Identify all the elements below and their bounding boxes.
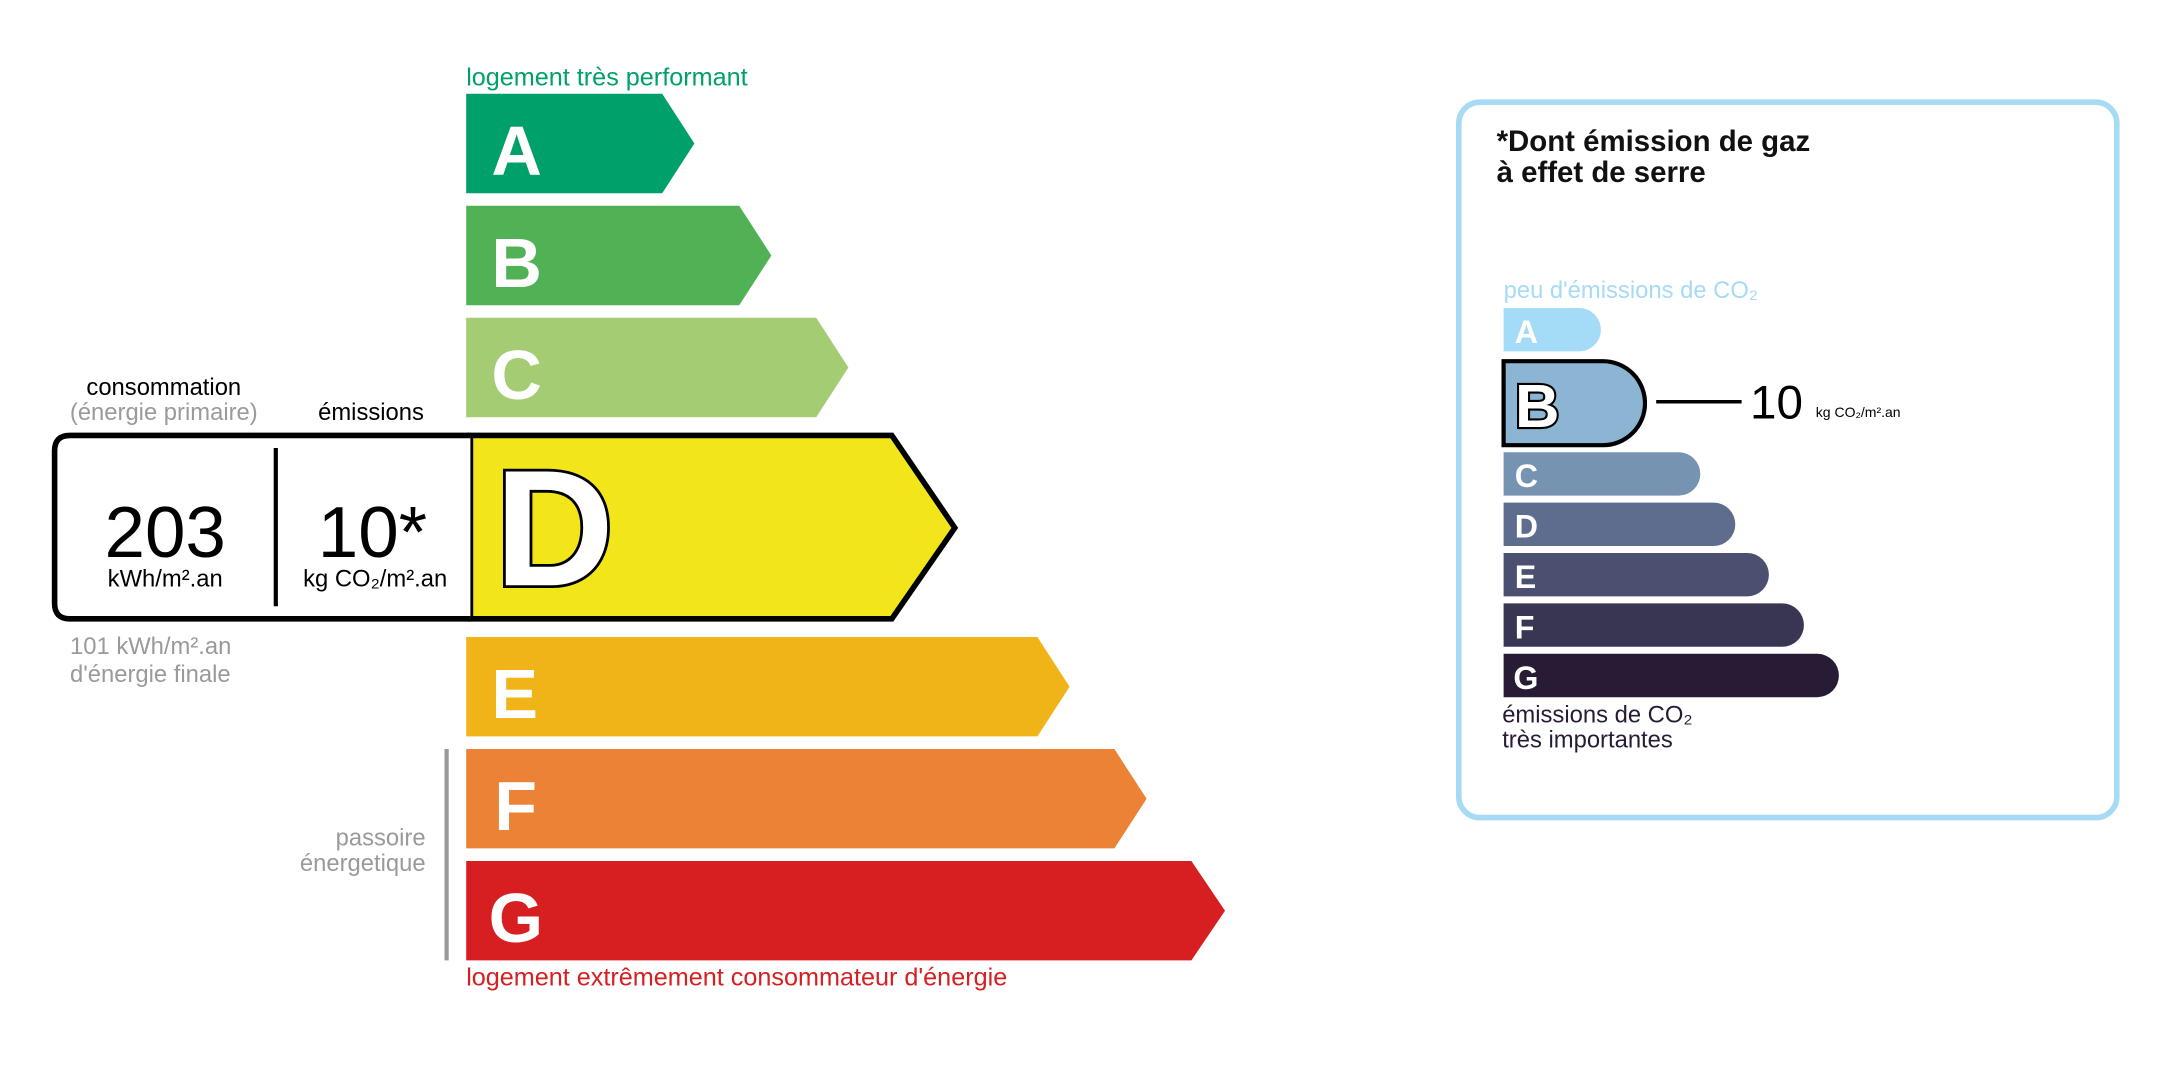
ghg-class-g: G xyxy=(1503,653,1839,698)
ghg-class-letter: D xyxy=(1515,509,1538,545)
ghg-class-c: C xyxy=(1503,452,1701,496)
ghg-class-letter: G xyxy=(1513,660,1538,696)
ghg-class-f: F xyxy=(1503,603,1804,647)
ghg-top-label: peu d'émissions de CO₂ xyxy=(1504,277,1759,304)
consumption-value: 203 xyxy=(104,492,225,573)
ghg-class-e: E xyxy=(1503,553,1769,597)
ghg-current-letter: B xyxy=(1515,372,1559,441)
energy-class-letter: G xyxy=(489,879,543,957)
ghg-class-letter: C xyxy=(1515,458,1538,494)
energy-class-f: F xyxy=(466,749,1147,849)
energy-current-letter: D xyxy=(495,436,614,621)
energy-bottom-label: logement extrêmement consommateur d'éner… xyxy=(466,964,1007,992)
passoire-label-2: énergetique xyxy=(300,850,426,877)
energy-class-letter: A xyxy=(491,112,542,190)
consumption-unit: kWh/m².an xyxy=(108,566,223,593)
ghg-class-d: D xyxy=(1503,502,1736,547)
emissions-unit: kg CO₂/m².an xyxy=(303,566,447,593)
emissions-value: 10* xyxy=(318,492,427,573)
ghg-bottom-label-1: émissions de CO₂ xyxy=(1502,701,1692,728)
energy-class-letter: F xyxy=(494,767,537,845)
ghg-class-a: A xyxy=(1503,308,1601,352)
energy-class-letter: E xyxy=(491,655,538,733)
passoire-label-1: passoire xyxy=(336,825,426,852)
ghg-bottom-label-2: très importantes xyxy=(1502,727,1673,754)
consumption-label: consommation xyxy=(86,374,241,401)
energy-current-class-d: D 203 kWh/m².an 10* kg CO₂/m².an xyxy=(51,432,959,624)
ghg-unit: kg CO₂/m².an xyxy=(1816,404,1901,420)
ghg-title-1: *Dont émission de gaz xyxy=(1497,125,1811,158)
consumption-sublabel: (énergie primaire) xyxy=(70,399,258,426)
ghg-title-2: à effet de serre xyxy=(1497,156,1706,189)
ghg-value: 10 xyxy=(1750,377,1803,430)
energy-class-b: B xyxy=(466,205,772,306)
final-energy-label: d'énergie finale xyxy=(70,661,231,688)
energy-class-g: G xyxy=(466,861,1225,961)
energy-class-c: C xyxy=(466,317,849,418)
energy-class-letter: B xyxy=(491,224,542,302)
ghg-class-letter: A xyxy=(1515,314,1538,350)
ghg-current-class-b: B 10 kg CO₂/m².an xyxy=(1501,359,1901,448)
energy-class-e: E xyxy=(466,637,1070,737)
energy-class-letter: C xyxy=(491,336,542,414)
ghg-class-letter: F xyxy=(1515,609,1535,645)
emissions-label: émissions xyxy=(318,399,424,426)
ghg-class-letter: E xyxy=(1515,559,1536,595)
energy-class-a: A xyxy=(466,93,695,194)
final-energy-value: 101 kWh/m².an xyxy=(70,633,231,660)
energy-top-label: logement très performant xyxy=(466,63,747,91)
